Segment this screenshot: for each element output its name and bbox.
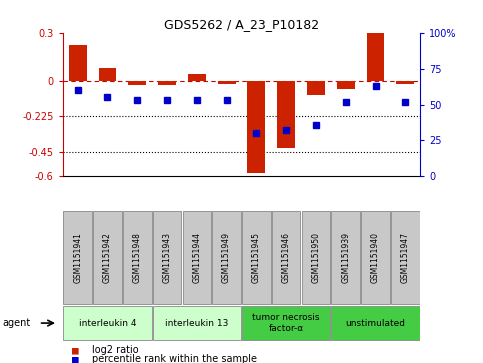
FancyBboxPatch shape [183, 212, 211, 304]
FancyBboxPatch shape [331, 212, 360, 304]
Bar [188, 74, 206, 81]
FancyBboxPatch shape [361, 212, 390, 304]
Text: agent: agent [2, 318, 30, 328]
Bar [128, 81, 146, 85]
FancyBboxPatch shape [213, 212, 241, 304]
FancyBboxPatch shape [63, 212, 92, 304]
Text: ■: ■ [72, 345, 79, 355]
Text: GSM1151945: GSM1151945 [252, 232, 261, 283]
Text: GSM1151941: GSM1151941 [73, 232, 82, 283]
FancyBboxPatch shape [302, 212, 330, 304]
Bar [277, 81, 295, 148]
Text: ■: ■ [72, 354, 79, 363]
Text: GSM1151942: GSM1151942 [103, 232, 112, 283]
Title: GDS5262 / A_23_P10182: GDS5262 / A_23_P10182 [164, 19, 319, 32]
Text: log2 ratio: log2 ratio [92, 345, 139, 355]
Text: GSM1151946: GSM1151946 [282, 232, 291, 283]
Bar [99, 68, 116, 81]
Bar [397, 81, 414, 84]
Text: GSM1151939: GSM1151939 [341, 232, 350, 283]
Bar [307, 81, 325, 95]
Text: unstimulated: unstimulated [345, 319, 406, 327]
Text: GSM1151950: GSM1151950 [312, 232, 320, 283]
Text: GSM1151948: GSM1151948 [133, 232, 142, 283]
Bar [337, 81, 355, 89]
FancyBboxPatch shape [242, 212, 270, 304]
Text: interleukin 4: interleukin 4 [79, 319, 136, 327]
Text: GSM1151944: GSM1151944 [192, 232, 201, 283]
Text: GSM1151940: GSM1151940 [371, 232, 380, 283]
Text: GSM1151943: GSM1151943 [163, 232, 171, 283]
Bar [158, 81, 176, 85]
Bar [69, 45, 86, 81]
FancyBboxPatch shape [93, 212, 122, 304]
Bar [218, 81, 236, 84]
Text: GSM1151949: GSM1151949 [222, 232, 231, 283]
FancyBboxPatch shape [391, 212, 420, 304]
FancyBboxPatch shape [153, 212, 181, 304]
FancyBboxPatch shape [123, 212, 152, 304]
Text: interleukin 13: interleukin 13 [165, 319, 228, 327]
Text: tumor necrosis
factor-α: tumor necrosis factor-α [253, 313, 320, 333]
Bar [247, 81, 265, 173]
Bar [367, 33, 384, 81]
Text: GSM1151947: GSM1151947 [401, 232, 410, 283]
FancyBboxPatch shape [331, 306, 420, 340]
FancyBboxPatch shape [63, 306, 152, 340]
FancyBboxPatch shape [242, 306, 330, 340]
Text: percentile rank within the sample: percentile rank within the sample [92, 354, 257, 363]
FancyBboxPatch shape [153, 306, 241, 340]
FancyBboxPatch shape [272, 212, 300, 304]
